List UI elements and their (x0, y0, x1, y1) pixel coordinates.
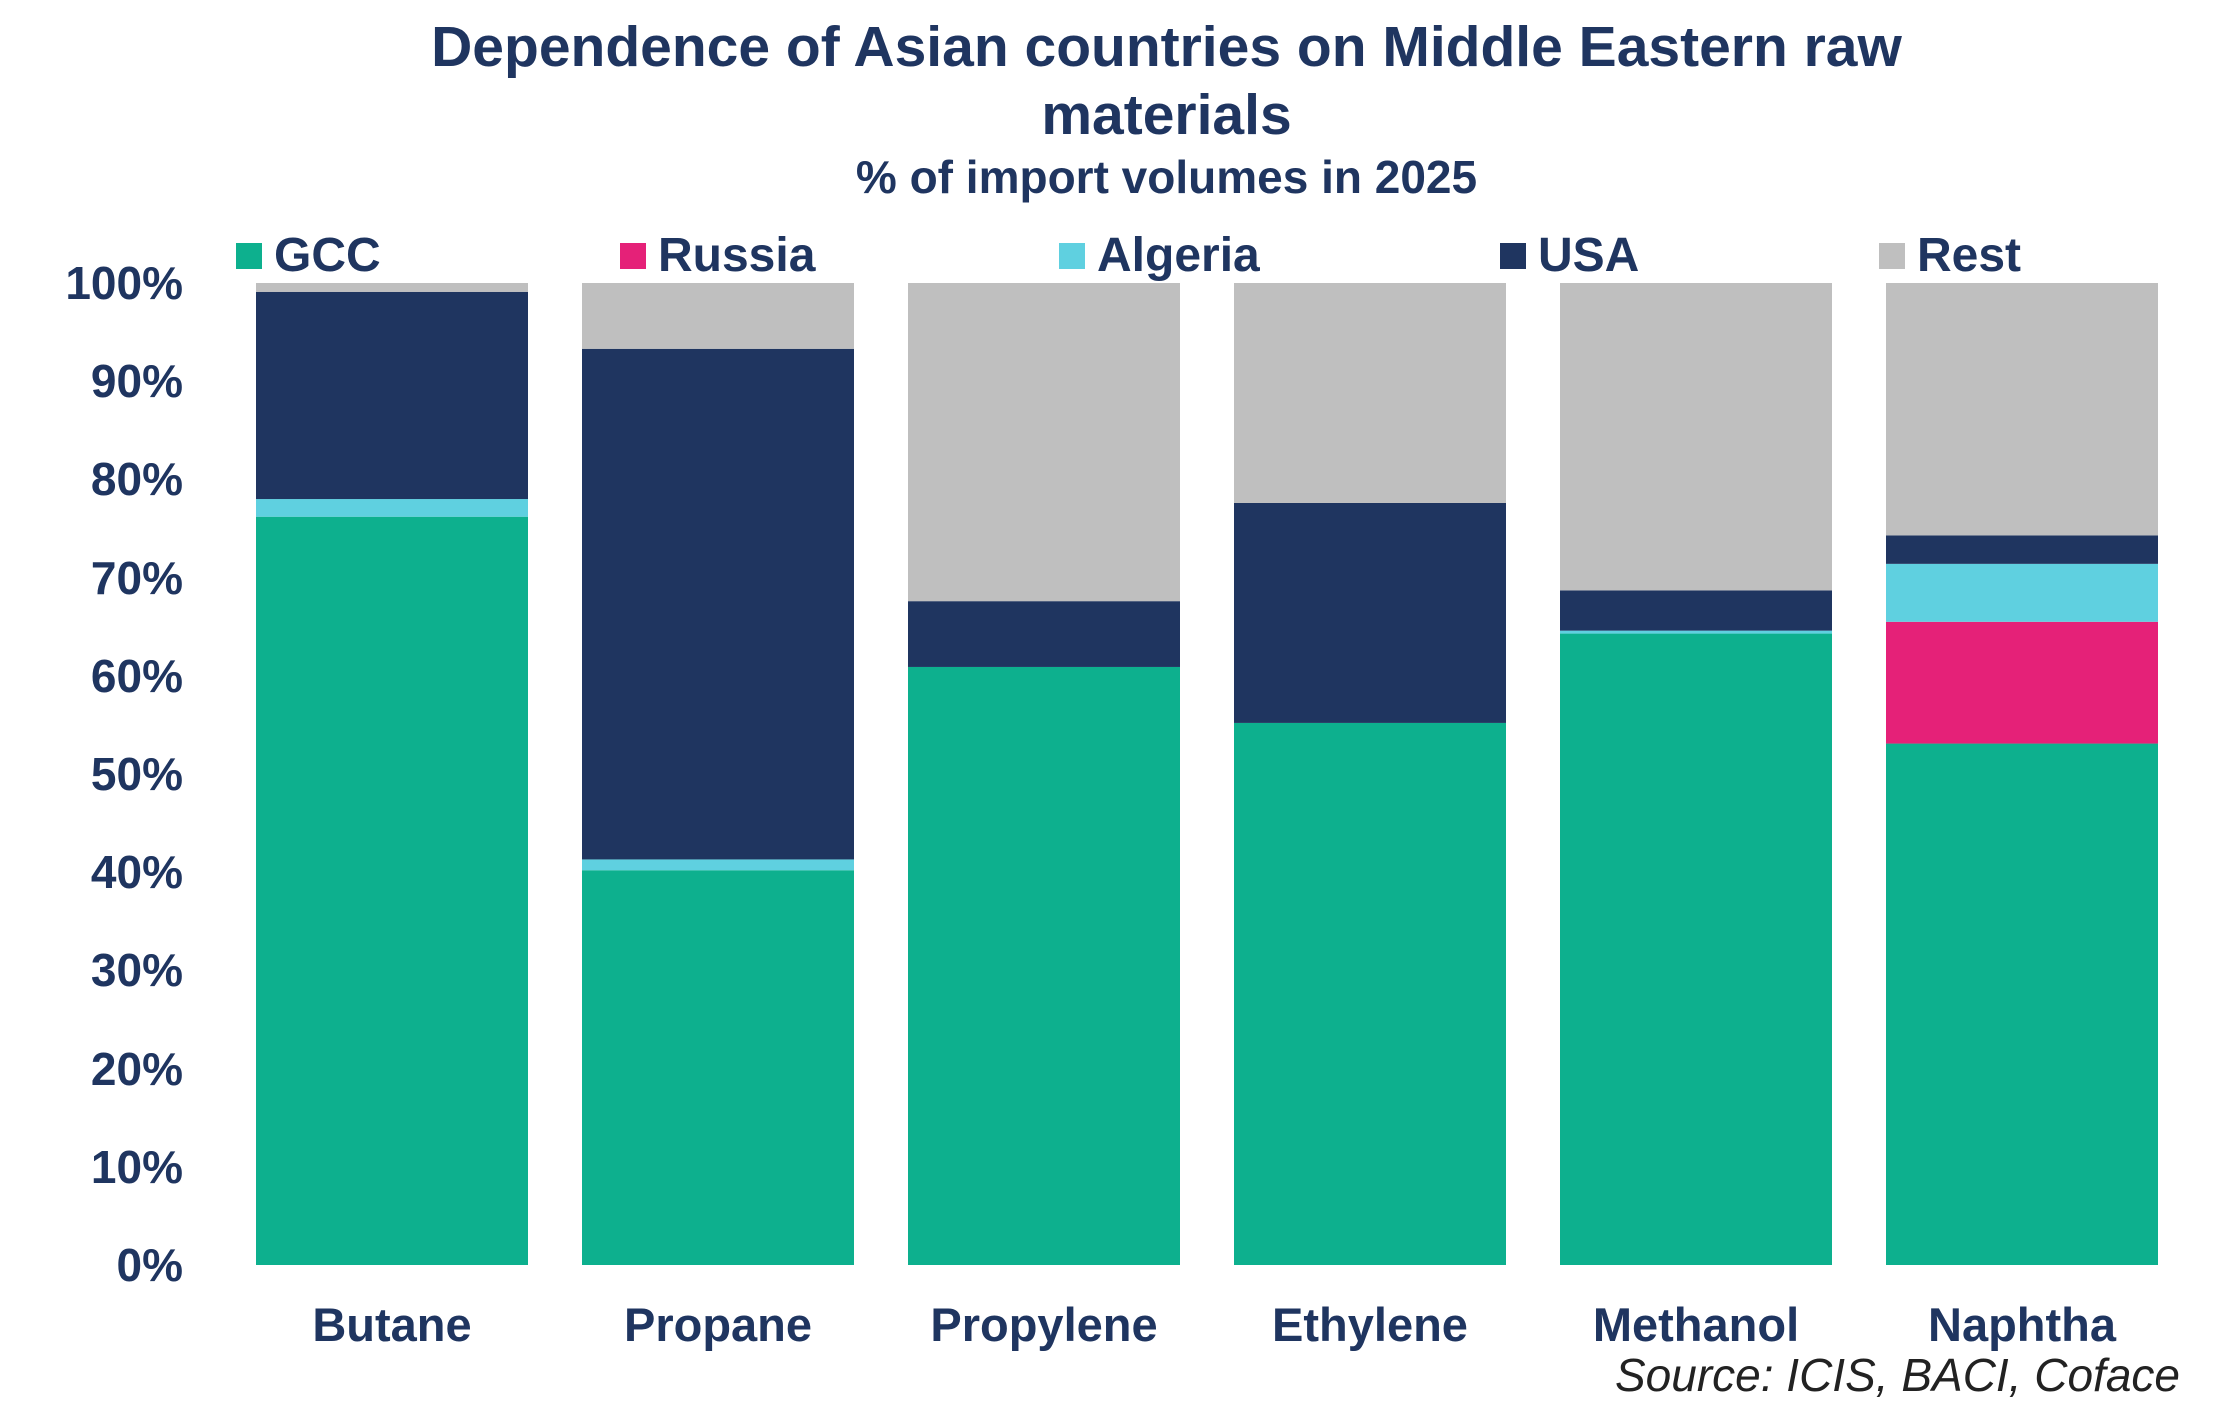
legend-label: Rest (1917, 229, 2022, 282)
x-tick-label: Butane (312, 1298, 472, 1351)
legend-label: Russia (658, 229, 816, 282)
bar-segment-butane-gcc (256, 516, 528, 1265)
bar-segment-ethylene-rest (1234, 283, 1506, 503)
legend-item-russia: Russia (620, 228, 815, 283)
y-tick-label: 20% (90, 1042, 183, 1095)
y-tick-label: 70% (90, 551, 183, 604)
bar-segment-naphtha-usa (1886, 535, 2158, 564)
y-tick-label: 100% (65, 257, 183, 309)
bar-segment-methanol-usa (1560, 590, 1832, 631)
y-tick-label: 50% (90, 748, 183, 800)
x-tick-label: Ethylene (1272, 1298, 1468, 1351)
y-tick-label: 80% (90, 453, 183, 506)
x-tick-label: Propylene (930, 1298, 1158, 1351)
chart-title-line-1: Dependence of Asian countries on Middle … (431, 15, 1902, 79)
bar-segment-propylene-gcc (908, 666, 1180, 1265)
legend-swatch (236, 242, 262, 269)
bar-segment-methanol-algeria (1560, 630, 1832, 634)
y-tick-label: 0% (116, 1239, 183, 1291)
x-tick-label: Methanol (1592, 1298, 1800, 1351)
bar-segment-methanol-gcc (1560, 633, 1832, 1265)
bar-segment-propane-usa (582, 348, 854, 860)
y-tick-label: 30% (90, 944, 183, 997)
legend-item-algeria: Algeria (1059, 228, 1260, 283)
bar-segment-naphtha-russia (1886, 621, 2158, 744)
legend-swatch (1879, 242, 1905, 269)
legend-item-rest: Rest (1879, 228, 2021, 283)
bar-segment-butane-rest (256, 283, 528, 292)
bar-segment-ethylene-usa (1234, 502, 1506, 723)
y-tick-label: 40% (90, 846, 183, 899)
x-tick-label: Naphtha (1928, 1298, 2116, 1351)
x-tick-label: Propane (623, 1298, 813, 1351)
chart-title-line-2: materials (1041, 83, 1292, 147)
legend-item-gcc: GCC (236, 228, 381, 283)
legend-swatch (620, 242, 646, 269)
bar-segment-propane-rest (582, 283, 854, 349)
bar-segment-propylene-usa (908, 601, 1180, 667)
y-tick-label: 60% (90, 649, 183, 702)
y-tick-label: 10% (90, 1140, 183, 1193)
bar-segment-propane-algeria (582, 859, 854, 871)
y-tick-label: 90% (90, 355, 183, 408)
bar-segment-propane-gcc (582, 870, 854, 1265)
bar-segment-methanol-rest (1560, 283, 1832, 591)
bar-segment-naphtha-algeria (1886, 563, 2158, 622)
legend-label: Algeria (1097, 229, 1260, 282)
bar-segment-naphtha-gcc (1886, 743, 2158, 1265)
legend-swatch (1500, 242, 1526, 269)
legend-label: USA (1538, 229, 1640, 282)
bar-segment-ethylene-gcc (1234, 722, 1506, 1265)
bar-segment-naphtha-rest (1886, 283, 2158, 536)
source-note: Source: ICIS, BACI, Coface (1615, 1349, 2181, 1401)
legend-swatch (1059, 242, 1085, 269)
chart-subtitle: % of import volumes in 2025 (855, 151, 1478, 203)
bar-segment-butane-algeria (256, 499, 528, 517)
bar-segment-propylene-rest (908, 283, 1180, 602)
bar-segment-butane-usa (256, 291, 528, 500)
legend-item-usa: USA (1500, 228, 1639, 283)
legend-label: GCC (274, 229, 381, 282)
